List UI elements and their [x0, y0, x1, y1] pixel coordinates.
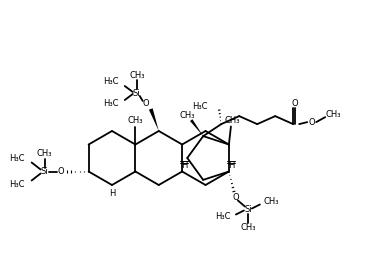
Text: CH₃: CH₃	[180, 111, 195, 120]
Text: H₃C: H₃C	[103, 78, 119, 87]
Text: H: H	[109, 188, 115, 197]
Text: O: O	[292, 99, 299, 108]
Text: O: O	[57, 167, 64, 176]
Text: CH₃: CH₃	[37, 149, 52, 158]
Text: CH₃: CH₃	[128, 116, 143, 125]
Text: H₃C: H₃C	[9, 180, 24, 189]
Text: CH₃: CH₃	[264, 197, 280, 206]
Text: CH₃: CH₃	[224, 116, 240, 125]
Text: O: O	[142, 100, 149, 109]
Text: H₃C: H₃C	[215, 212, 231, 221]
Text: CH₃: CH₃	[326, 110, 341, 119]
Polygon shape	[149, 108, 159, 131]
Text: H₃C: H₃C	[9, 154, 24, 163]
Text: Si: Si	[133, 89, 141, 98]
Text: CH₃: CH₃	[240, 223, 256, 232]
Text: CH₃: CH₃	[129, 70, 145, 80]
Text: O: O	[309, 118, 315, 127]
Text: Si: Si	[41, 167, 49, 176]
Text: H: H	[228, 162, 234, 170]
Text: H: H	[181, 162, 187, 170]
Text: Si: Si	[244, 205, 252, 214]
Polygon shape	[190, 119, 203, 136]
Text: H₃C: H₃C	[103, 100, 119, 109]
Text: O: O	[233, 193, 239, 202]
Text: H₃C: H₃C	[192, 102, 207, 111]
